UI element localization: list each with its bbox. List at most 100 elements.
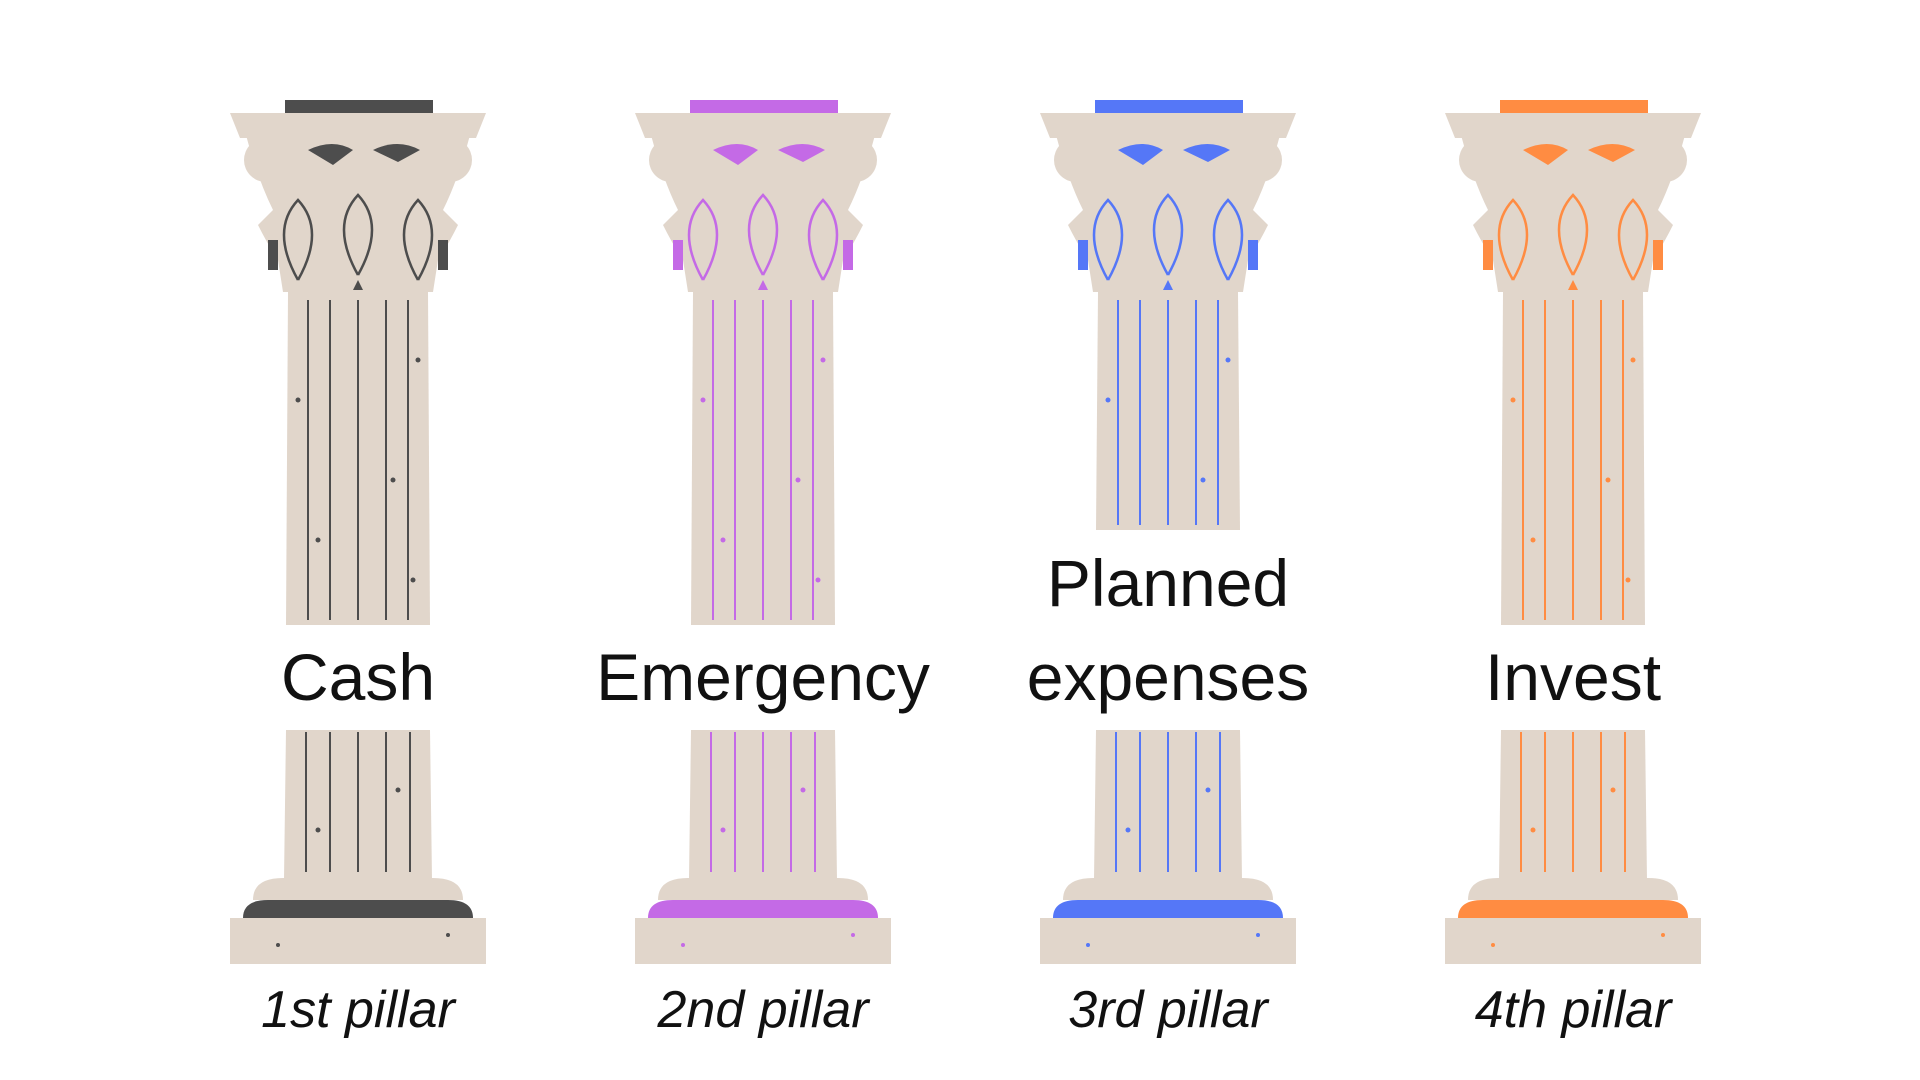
capital <box>1461 135 1685 292</box>
speckle <box>815 577 821 583</box>
abacus <box>1040 113 1296 138</box>
torus <box>658 878 868 900</box>
base-accent <box>243 900 473 918</box>
abacus-accent <box>1500 100 1648 114</box>
abacus-accent <box>690 100 838 114</box>
speckle <box>315 827 321 833</box>
acanthus-leaf <box>687 198 719 281</box>
acanthus-leaf <box>1557 193 1589 276</box>
speckle <box>410 577 416 583</box>
speckle <box>1086 943 1090 947</box>
column-illustration <box>1040 100 1296 964</box>
capital-shadow <box>268 240 278 270</box>
pillar-label-line: expenses <box>1026 640 1310 714</box>
acanthus-leaf <box>342 193 374 276</box>
acanthus-leaf <box>1497 198 1529 281</box>
plinth <box>1040 918 1296 964</box>
pillar-caption: 2nd pillar <box>657 981 869 1039</box>
capital-point <box>353 280 363 290</box>
speckle <box>1105 397 1111 403</box>
speckle <box>1605 477 1611 483</box>
pillar-cash: Cash 1st pillar <box>158 0 558 1080</box>
speckle <box>415 357 421 363</box>
acanthus-leaf <box>1617 198 1649 281</box>
speckle <box>795 477 801 483</box>
base-accent <box>1053 900 1283 918</box>
column-illustration <box>1445 100 1701 964</box>
speckle <box>276 943 280 947</box>
acanthus-leaf <box>1152 193 1184 276</box>
speckle <box>1530 827 1536 833</box>
capital-point <box>758 280 768 290</box>
plinth <box>230 918 486 964</box>
base-accent <box>1458 900 1688 918</box>
capital-point <box>1568 280 1578 290</box>
capital <box>246 135 470 292</box>
pillar-label: Cash <box>280 640 436 714</box>
column-illustration <box>230 100 486 964</box>
capital-shadow <box>673 240 683 270</box>
capital-shadow <box>1078 240 1088 270</box>
speckle <box>851 933 855 937</box>
capital-shadow <box>843 240 853 270</box>
pillar-label: Emergency <box>596 640 930 714</box>
speckle <box>1510 397 1516 403</box>
torus <box>1468 878 1678 900</box>
speckle <box>700 397 706 403</box>
abacus <box>1445 113 1701 138</box>
speckle <box>820 357 826 363</box>
speckle <box>1491 943 1495 947</box>
pillar-label: Invest <box>1484 640 1662 714</box>
pillar-caption: 1st pillar <box>261 981 455 1039</box>
capital-shadow <box>778 144 825 162</box>
pillar-caption: 4th pillar <box>1474 981 1672 1039</box>
speckle <box>1225 357 1231 363</box>
capital-shadow <box>373 144 420 162</box>
speckle <box>295 397 301 403</box>
acanthus-leaf <box>807 198 839 281</box>
base-accent <box>648 900 878 918</box>
capital-shadow <box>1588 144 1635 162</box>
speckle <box>1256 933 1260 937</box>
speckle <box>1200 477 1206 483</box>
capital-shadow <box>308 144 353 165</box>
speckle <box>1630 357 1636 363</box>
pillar-caption: 3rd pillar <box>1068 981 1268 1039</box>
torus <box>1063 878 1273 900</box>
acanthus-leaf <box>402 198 434 281</box>
column-illustration <box>635 100 891 964</box>
capital-shadow <box>438 240 448 270</box>
speckle <box>1205 787 1211 793</box>
abacus <box>635 113 891 138</box>
acanthus-leaf <box>282 198 314 281</box>
abacus-accent <box>1095 100 1243 114</box>
speckle <box>720 537 726 543</box>
torus <box>253 878 463 900</box>
speckle <box>1530 537 1536 543</box>
speckle <box>390 477 396 483</box>
pillar-label: Planned expenses <box>968 536 1368 724</box>
capital-shadow <box>1483 240 1493 270</box>
acanthus-leaf <box>747 193 779 276</box>
capital-shadow <box>1248 240 1258 270</box>
speckle <box>681 943 685 947</box>
abacus-accent <box>285 100 433 114</box>
speckle <box>800 787 806 793</box>
speckle <box>1661 933 1665 937</box>
speckle <box>315 537 321 543</box>
capital-shadow <box>1183 144 1230 162</box>
pillar-label-line: Planned <box>1046 546 1290 620</box>
speckle <box>1625 577 1631 583</box>
pillar-invest: Invest 4th pillar <box>1373 0 1773 1080</box>
speckle <box>1125 827 1131 833</box>
pillar-planned-expenses: Planned expenses 3rd pillar <box>968 0 1368 1080</box>
speckle <box>1610 787 1616 793</box>
speckle <box>720 827 726 833</box>
capital-shadow <box>1653 240 1663 270</box>
capital <box>651 135 875 292</box>
speckle <box>446 933 450 937</box>
pillar-emergency: Emergency 2nd pillar <box>563 0 963 1080</box>
capital-point <box>1163 280 1173 290</box>
capital <box>1056 135 1280 292</box>
acanthus-leaf <box>1212 198 1244 281</box>
